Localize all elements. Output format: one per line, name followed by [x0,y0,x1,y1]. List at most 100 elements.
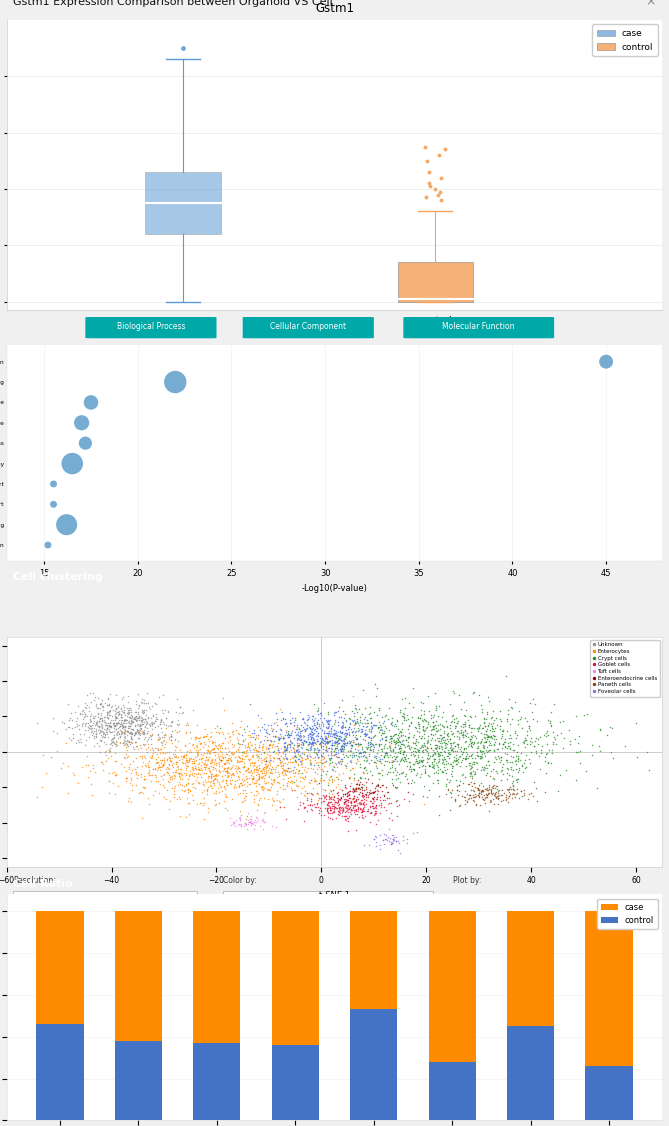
Point [279,715,290,733]
Point [294,727,304,745]
Point [375,750,385,768]
Point [319,727,330,745]
Point [279,741,290,759]
Point [515,744,526,762]
Point [397,763,408,781]
Point [352,775,363,793]
Point [401,758,412,776]
Point [238,759,249,777]
Point [334,727,345,745]
Point [452,735,463,753]
Point [355,793,366,811]
Point [87,726,98,744]
Point [373,752,384,770]
Point [423,749,434,767]
Point [339,725,350,743]
Point [474,748,485,766]
Point [206,766,217,784]
Point [518,786,529,804]
Point [423,731,434,749]
Point [252,763,262,781]
Point [282,739,292,757]
Point [282,749,292,767]
Point [446,741,457,759]
Point [361,774,371,792]
Point [384,745,395,763]
Point [155,740,166,758]
Point [145,700,155,718]
Point [347,759,358,777]
Point [103,697,114,715]
Point [112,736,122,754]
Point [392,832,403,850]
Point [155,775,165,793]
Point [236,816,247,834]
Point [369,734,380,752]
Point [418,787,429,805]
Point [322,793,333,811]
Point [331,733,342,751]
Point [503,779,514,797]
Point [97,753,108,771]
Point [201,725,212,743]
Point [171,762,181,780]
Point [423,767,434,785]
Point [111,686,122,704]
Point [192,743,203,761]
Point [508,761,518,779]
Point [282,754,292,772]
Point [347,738,357,756]
Point [440,731,451,749]
Point [357,705,367,723]
Point [158,744,169,762]
Point [153,771,164,789]
Point [296,751,307,769]
Point [587,747,597,765]
Point [472,736,483,754]
Point [102,696,112,714]
Point [369,799,379,817]
Point [392,806,403,824]
Point [308,696,319,714]
Point [324,727,335,745]
Point [378,834,389,852]
Point [122,732,133,750]
Point [242,738,253,756]
Point [145,716,156,734]
Point [147,725,158,743]
Point [162,751,173,769]
Point [458,706,469,724]
Point [237,770,248,788]
Point [291,748,302,766]
Point [324,732,334,750]
Point [210,747,221,765]
Point [305,739,316,757]
Point [121,714,132,732]
Point [96,716,107,734]
Point [632,749,642,767]
Point [299,761,310,779]
Point [302,748,312,766]
Point [407,679,418,697]
Point [391,748,401,766]
Point [347,759,357,777]
Point [454,729,464,747]
Point [360,785,371,803]
Point [318,753,329,771]
Point [388,777,399,795]
Point [307,729,318,747]
Point [365,717,376,735]
Point [308,795,319,813]
Point [441,775,452,793]
Point [105,716,116,734]
Point [252,781,263,799]
Point [120,734,130,752]
Point [76,733,87,751]
Point [448,751,459,769]
Point [205,729,216,747]
Point [406,762,417,780]
Point [128,709,139,727]
Point [329,704,340,722]
Point [379,790,390,808]
Point [223,751,233,769]
